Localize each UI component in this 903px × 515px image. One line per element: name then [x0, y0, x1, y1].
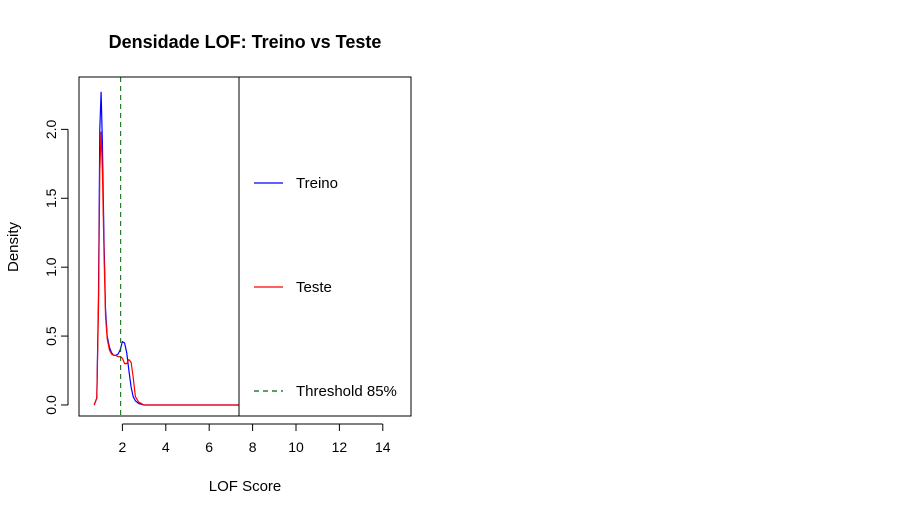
x-tick-label: 8	[249, 439, 257, 455]
y-tick-label: 1.5	[43, 188, 59, 208]
series-line-treino	[93, 91, 239, 406]
x-tick-label: 14	[375, 439, 391, 455]
x-axis-label: LOF Score	[209, 478, 282, 495]
series-line-teste	[93, 131, 239, 406]
x-axis: 2 4 6 8 10 12 14	[119, 423, 391, 455]
chart-title: Densidade LOF: Treino vs Teste	[109, 32, 382, 52]
legend: Treino Teste Threshold 85%	[238, 77, 397, 416]
legend-label-3: Threshold 85%	[296, 383, 397, 400]
y-axis-label: Density	[5, 221, 22, 272]
plot-frame	[78, 76, 412, 417]
x-tick-label: 6	[205, 439, 213, 455]
plot-area	[93, 77, 239, 416]
y-tick-label: 0.5	[43, 326, 59, 346]
x-tick-label: 4	[162, 439, 170, 455]
x-tick-label: 12	[332, 439, 348, 455]
x-tick-label: 2	[119, 439, 127, 455]
x-tick-label: 10	[288, 439, 304, 455]
legend-label-2: Teste	[296, 279, 332, 296]
y-tick-label: 2.0	[43, 119, 59, 139]
y-tick-label: 1.0	[43, 257, 59, 277]
y-axis: 0.0 0.5 1.0 1.5 2.0	[43, 119, 69, 415]
legend-label-1: Treino	[296, 175, 338, 192]
y-tick-label: 0.0	[43, 395, 59, 415]
